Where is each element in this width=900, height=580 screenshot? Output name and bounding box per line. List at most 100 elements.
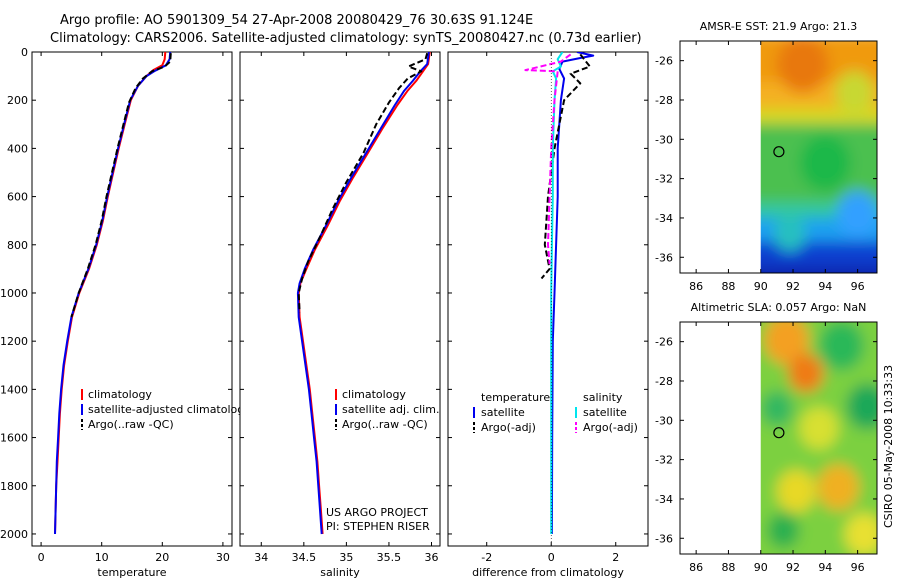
temperature-xtick-label: 30 xyxy=(216,551,230,564)
sla_map-xtick-label: 96 xyxy=(851,561,865,574)
difference-legend-entry: Argo(-adj) xyxy=(583,421,638,434)
sla_map-field xyxy=(760,322,878,554)
temperature-legend-entry: satellite-adjusted climatology xyxy=(88,403,251,416)
sla_map-ytick-label: -36 xyxy=(655,532,673,545)
sla_map-ytick-label: -32 xyxy=(655,454,673,467)
sla_map-xtick-label: 86 xyxy=(689,561,703,574)
sla_map-xtick-label: 88 xyxy=(721,561,735,574)
sla_map-xtick-label: 90 xyxy=(754,561,768,574)
figure-title-line2: Climatology: CARS2006. Satellite-adjuste… xyxy=(50,31,642,46)
sla_map-panel: 86 88 90 92 94 96 -26 -28 -30 -32 -34 -36 Altimetric… xyxy=(655,301,878,574)
temperature-ytick-label: 1400 xyxy=(0,383,28,396)
sst_map-blob xyxy=(776,41,829,94)
sla_map-ytick-label: -34 xyxy=(655,493,673,506)
temperature-legend-entry: climatology xyxy=(88,388,152,401)
plots-layer: 0 10 20 30020040060080010001200140016001800… xyxy=(0,20,878,579)
difference-axes-frame xyxy=(447,51,649,547)
sst_map-ytick-label: -34 xyxy=(655,212,673,225)
sla_map-ytick-label: -28 xyxy=(655,375,673,388)
difference-legend-entry: satellite xyxy=(583,406,627,419)
temperature-ytick-label: 2000 xyxy=(0,528,28,541)
sst_map-field-blurred xyxy=(760,41,878,273)
salinity-xtick-label: 34.5 xyxy=(292,551,317,564)
sst_map-band xyxy=(760,241,878,273)
sla_map-blob xyxy=(763,322,810,365)
sla_map-axes-frame xyxy=(679,321,878,555)
sst_map-title: AMSR-E SST: 21.9 Argo: 21.3 xyxy=(700,20,858,33)
temperature-ytick-label: 1200 xyxy=(0,335,28,348)
sst_map-xtick-label: 96 xyxy=(851,280,865,293)
difference-xtick-label: -2 xyxy=(481,551,492,564)
difference-xtick-label: 2 xyxy=(612,551,619,564)
sst_map-panel: 86 88 90 92 94 96 -26 -28 -30 -32 -34 -36 AMSR-E SST… xyxy=(655,20,878,293)
temperature-ytick-label: 0 xyxy=(21,46,28,59)
sst_map-ytick-label: -26 xyxy=(655,55,673,68)
sst_map-band xyxy=(760,265,878,273)
temperature-xtick-label: 20 xyxy=(155,551,169,564)
sst_map-xtick-label: 94 xyxy=(818,280,832,293)
temperature-legend-entry: Argo(..raw -QC) xyxy=(88,418,174,431)
temperature-xlabel: temperature xyxy=(97,566,166,579)
sla_map-xtick-label: 94 xyxy=(818,561,832,574)
temperature-xtick-label: 10 xyxy=(95,551,109,564)
sst_map-ytick-label: -30 xyxy=(655,133,673,146)
difference-series-0-line xyxy=(550,52,595,535)
sst_map-blob xyxy=(799,134,852,192)
salinity-xtick-label: 34 xyxy=(254,551,268,564)
temperature-series-2-line xyxy=(70,53,172,318)
difference-xlabel: difference from climatology xyxy=(472,566,624,579)
salinity-legend-entry: satellite adj. clim. xyxy=(342,403,439,416)
side-timestamp: CSIRO 05-May-2008 10:33:33 xyxy=(882,365,895,528)
sla_map-profile-marker xyxy=(773,427,785,439)
sst_map-ytick-label: -32 xyxy=(655,173,673,186)
sla_map-blob xyxy=(817,464,860,511)
sla_map-blob xyxy=(767,512,800,549)
sla_map-blob xyxy=(818,322,865,371)
sla_map-field-blurred xyxy=(760,322,878,554)
sla_map-title: Altimetric SLA: 0.057 Argo: NaN xyxy=(691,301,867,314)
salinity-xtick-label: 36 xyxy=(424,551,438,564)
difference-legend-entry: Argo(-adj) xyxy=(481,421,536,434)
temperature-ytick-label: 800 xyxy=(7,239,28,252)
temperature-ytick-label: 1800 xyxy=(0,480,28,493)
temperature-panel: 0 10 20 30 0 200 400 600 800 1000 1200 1400 1600 1800… xyxy=(0,46,251,579)
temperature-xtick-label: 0 xyxy=(38,551,45,564)
salinity-annotation: US ARGO PROJECT xyxy=(326,506,428,519)
sla_map-ytick-label: -30 xyxy=(655,414,673,427)
temperature-ytick-label: 400 xyxy=(7,142,28,155)
sst_map-xtick-label: 92 xyxy=(786,280,800,293)
sla_map-blob xyxy=(788,353,824,393)
salinity-xlabel: salinity xyxy=(320,566,360,579)
temperature-ytick-label: 600 xyxy=(7,191,28,204)
temperature-series-group xyxy=(54,52,172,535)
salinity-series-2-line xyxy=(297,52,429,313)
difference-panel: -2 0 2 difference from climatology temperatu… xyxy=(447,51,649,579)
sla_map-blob xyxy=(760,390,794,427)
salinity-xtick-label: 35.5 xyxy=(377,551,402,564)
salinity-legend-entry: Argo(..raw -QC) xyxy=(342,418,428,431)
sst_map-ytick-label: -36 xyxy=(655,251,673,264)
sst_map-xtick-label: 86 xyxy=(689,280,703,293)
sst_map-blob xyxy=(836,190,878,238)
sla_map-xtick-label: 92 xyxy=(786,561,800,574)
sla_map-blob xyxy=(799,406,839,450)
salinity-panel: 34 34.5 35 35.5 36 salinity climatology satelli… xyxy=(239,51,441,579)
salinity-annotation: PI: STEPHEN RISER xyxy=(326,520,430,533)
sla_map-ytick-label: -26 xyxy=(655,336,673,349)
difference-legend-heading: salinity xyxy=(583,391,623,404)
temperature-ytick-label: 200 xyxy=(7,94,28,107)
figure-title-line1: Argo profile: AO 5901309_54 27-Apr-2008 … xyxy=(60,13,533,28)
sst_map-xtick-label: 88 xyxy=(721,280,735,293)
sst_map-field xyxy=(760,41,878,273)
difference-series-3-line xyxy=(524,53,572,265)
sst_map-blob xyxy=(773,215,806,252)
sst_map-axes-frame xyxy=(679,40,878,274)
sst_map-profile-marker xyxy=(773,146,785,158)
salinity-legend-entry: climatology xyxy=(342,388,406,401)
difference-legend-entry: satellite xyxy=(481,406,525,419)
sst_map-ytick-label: -28 xyxy=(655,94,673,107)
temperature-axes-frame xyxy=(31,51,233,547)
sla_map-blob xyxy=(844,513,878,554)
salinity-axes-frame xyxy=(239,51,441,547)
